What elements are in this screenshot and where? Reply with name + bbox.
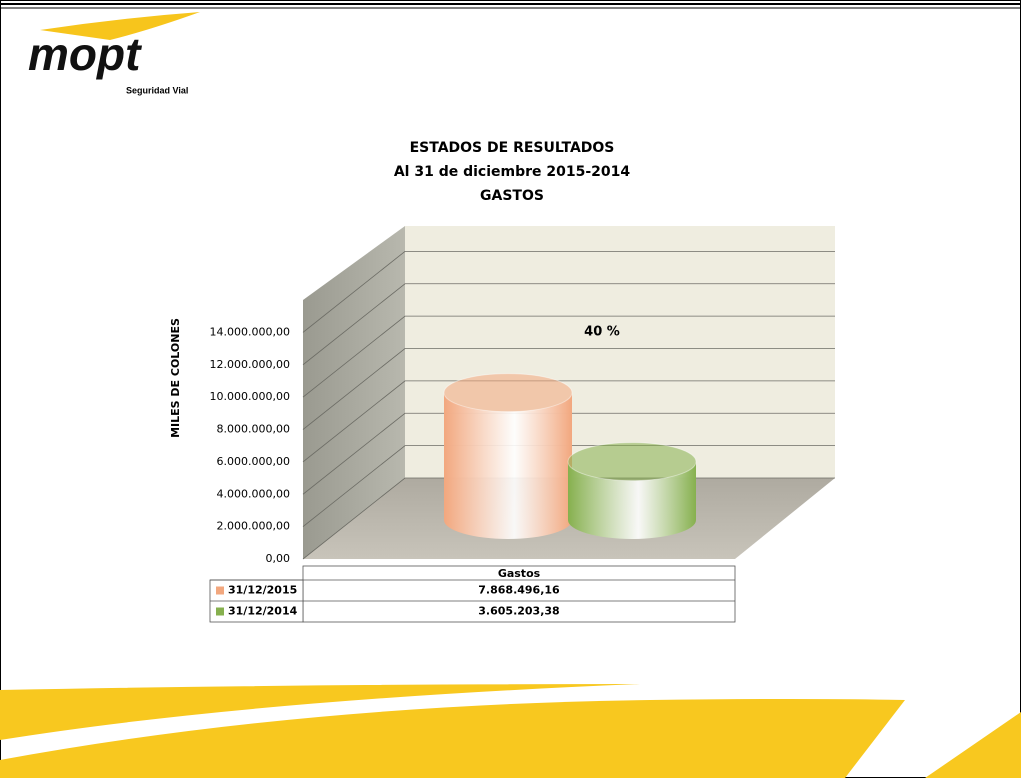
grid-line (302, 250, 835, 333)
tagline: Seguridad Vial (126, 85, 188, 95)
grid-line (302, 283, 835, 366)
logo: mopt (28, 28, 142, 80)
table-value: 3.605.203,38 (478, 605, 559, 618)
grid-line (302, 380, 835, 463)
table (302, 565, 736, 623)
y-tick-label: 14.000.000,00 (210, 325, 290, 338)
swoosh (0, 684, 640, 740)
y-axis-label: MILES DE COLONES (169, 318, 182, 438)
table-value: 7.868.496,16 (478, 584, 560, 597)
logo-swoosh (40, 12, 200, 40)
legend-label: 31/12/2014 (228, 605, 298, 618)
grid-line (302, 315, 835, 398)
chart-title: GASTOS (480, 188, 544, 204)
swoosh (925, 712, 1021, 778)
cylinder (568, 461, 696, 539)
annotation: 40 % (584, 325, 620, 340)
chart-title: Al 31 de diciembre 2015-2014 (394, 164, 631, 180)
grid-line (302, 348, 835, 430)
side-wall (303, 226, 405, 559)
cylinder (444, 392, 572, 539)
y-tick-label: 8.000.000,00 (217, 423, 290, 436)
x-tick-label: Gastos (498, 567, 541, 580)
legend-label: 31/12/2015 (228, 584, 297, 597)
y-tick-label: 12.000.000,00 (210, 358, 290, 371)
y-tick-label: 10.000.000,00 (210, 390, 290, 403)
grid-line (302, 412, 835, 495)
cylinder-top (567, 442, 697, 482)
y-tick-label: 0,00 (266, 552, 291, 565)
y-tick-label: 2.000.000,00 (217, 520, 290, 533)
grid-line (302, 445, 835, 527)
y-tick-label: 6.000.000,00 (217, 455, 290, 468)
swoosh (0, 699, 905, 778)
cylinder-top (443, 373, 573, 413)
y-tick-label: 4.000.000,00 (217, 487, 290, 500)
legend-swatch (216, 586, 224, 595)
chart-title: ESTADOS DE RESULTADOS (410, 140, 615, 156)
legend-swatch (216, 607, 224, 616)
